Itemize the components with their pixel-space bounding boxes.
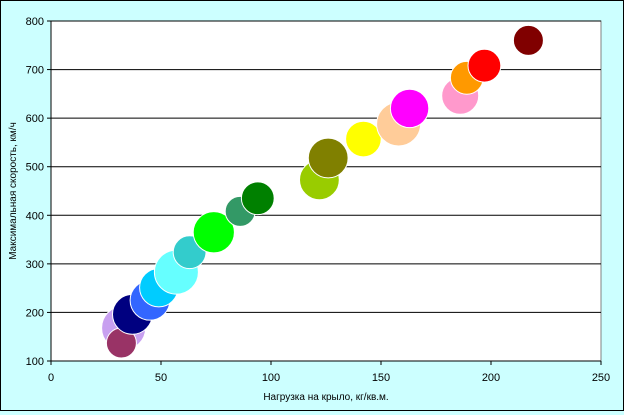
data-point <box>307 137 349 179</box>
data-point <box>345 120 382 158</box>
y-tick-label: 500 <box>26 162 44 174</box>
y-axis-label: Максимальная скорость, км/ч <box>8 122 19 260</box>
data-point <box>512 24 544 56</box>
x-tick-label: 250 <box>592 372 610 384</box>
y-tick-label: 100 <box>26 356 44 368</box>
y-tick-label: 600 <box>26 113 44 125</box>
x-tick-label: 200 <box>482 372 500 384</box>
tick-labels: 100 200 300 400 500 600 700 800 0 50 100 150 200 250 <box>26 16 611 384</box>
y-tick-label: 400 <box>26 210 44 222</box>
data-points <box>101 24 544 359</box>
y-tick-label: 200 <box>26 307 44 319</box>
data-point <box>389 88 430 129</box>
x-tick-label: 150 <box>372 372 390 384</box>
data-point <box>192 211 235 254</box>
data-point <box>467 48 502 83</box>
y-tick-label: 800 <box>26 16 44 28</box>
x-tick-label: 0 <box>48 372 54 384</box>
y-tick-label: 700 <box>26 65 44 77</box>
y-tick-label: 300 <box>26 259 44 271</box>
x-tick-label: 100 <box>262 372 280 384</box>
axes <box>50 21 601 362</box>
x-axis-label: Нагрузка на крыло, кг/кв.м. <box>263 392 388 403</box>
x-tick-label: 50 <box>155 372 167 384</box>
data-point <box>240 181 275 216</box>
